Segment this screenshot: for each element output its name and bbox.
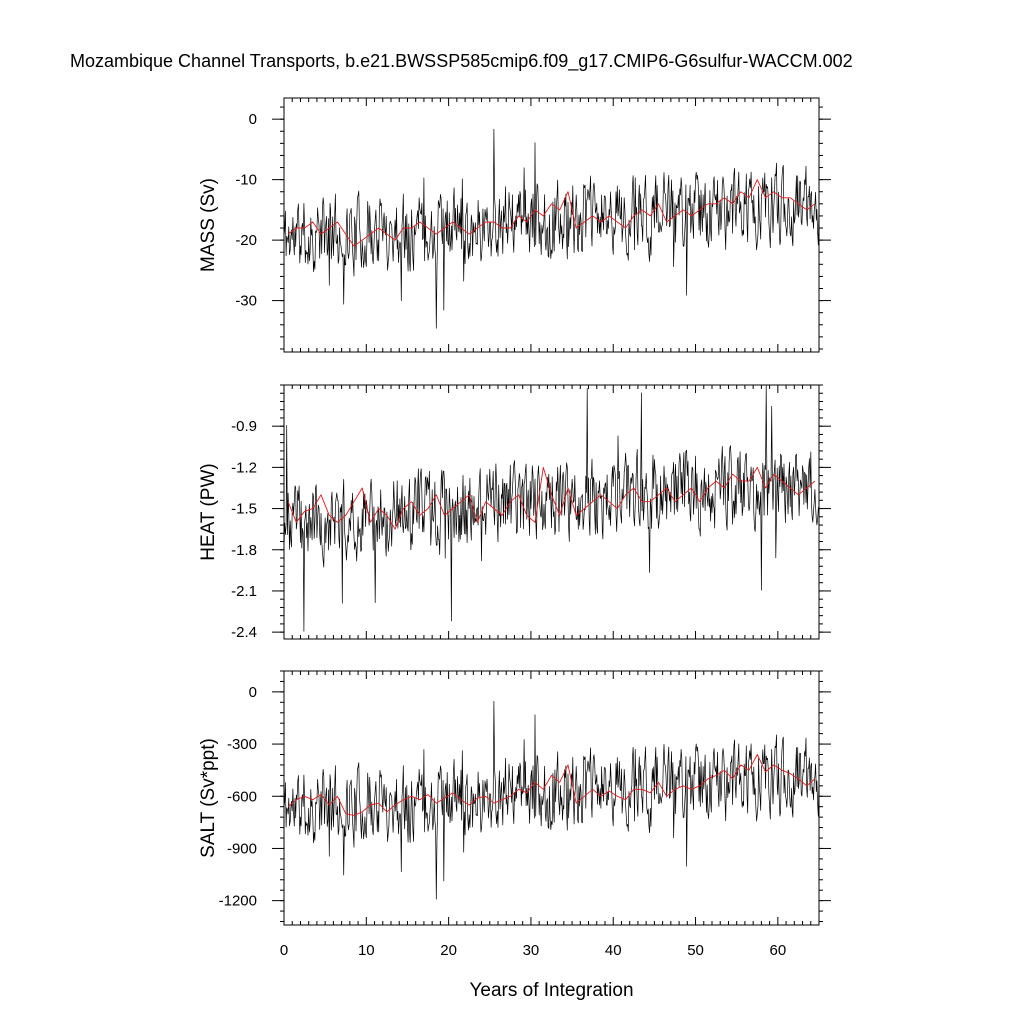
x-axis-label: Years of Integration: [469, 980, 633, 1001]
salt-panel: 0 -300 -600 -900 -1200 SALT (Sv*ppt) 0 10 20 30 40…: [198, 670, 831, 959]
x-tick-label: 20: [440, 942, 457, 959]
salt-y-axis-label: SALT (Sv*ppt): [198, 738, 219, 858]
x-tick-label: 0: [280, 942, 288, 959]
heat-plot-frame: [283, 384, 820, 640]
heat-y-tick-label: -2.4: [231, 624, 257, 641]
x-tick-label: 10: [358, 942, 375, 959]
heat-y-tick-label: -1.2: [231, 459, 257, 476]
heat-y-tick-label: -0.9: [231, 418, 257, 435]
x-tick-label: 30: [523, 942, 540, 959]
salt-y-tick-label: -1200: [219, 893, 257, 910]
mass-annual-mean-line: [287, 179, 816, 247]
mass-y-tick-label: -20: [235, 232, 257, 249]
figure-title: Mozambique Channel Transports, b.e21.BWS…: [70, 51, 853, 72]
x-tick-label: 60: [770, 942, 787, 959]
salt-annual-mean-line: [287, 754, 816, 816]
heat-annual-mean-line: [287, 466, 816, 530]
salt-y-tick-label: -600: [227, 788, 257, 805]
heat-panel: -0.9 -1.2 -1.5 -1.8 -2.1 -2.4 HEAT (PW): [198, 384, 831, 641]
heat-y-tick-label: -1.8: [231, 542, 257, 559]
x-tick-label: 50: [687, 942, 704, 959]
mass-y-tick-label: -10: [235, 172, 257, 189]
heat-monthly-series-line: [283, 384, 820, 632]
salt-monthly-series-line: [283, 700, 820, 900]
mass-y-axis-label: MASS (Sv): [198, 178, 219, 272]
heat-y-axis-label: HEAT (PW): [198, 463, 219, 560]
heat-y-tick-label: -2.1: [231, 583, 257, 600]
mass-plot-frame: [283, 97, 820, 353]
x-tick-label: 40: [605, 942, 622, 959]
heat-y-tick-label: -1.5: [231, 501, 257, 518]
mass-y-tick-label: -30: [235, 293, 257, 310]
mass-panel: 0 -10 -20 -30 MASS (Sv): [198, 97, 831, 353]
salt-plot-frame: [283, 670, 820, 926]
salt-y-tick-label: -300: [227, 736, 257, 753]
salt-y-tick-label: -900: [227, 840, 257, 857]
mass-y-tick-label: 0: [249, 111, 257, 128]
mass-monthly-series-line: [283, 128, 820, 329]
salt-y-tick-label: 0: [249, 684, 257, 701]
